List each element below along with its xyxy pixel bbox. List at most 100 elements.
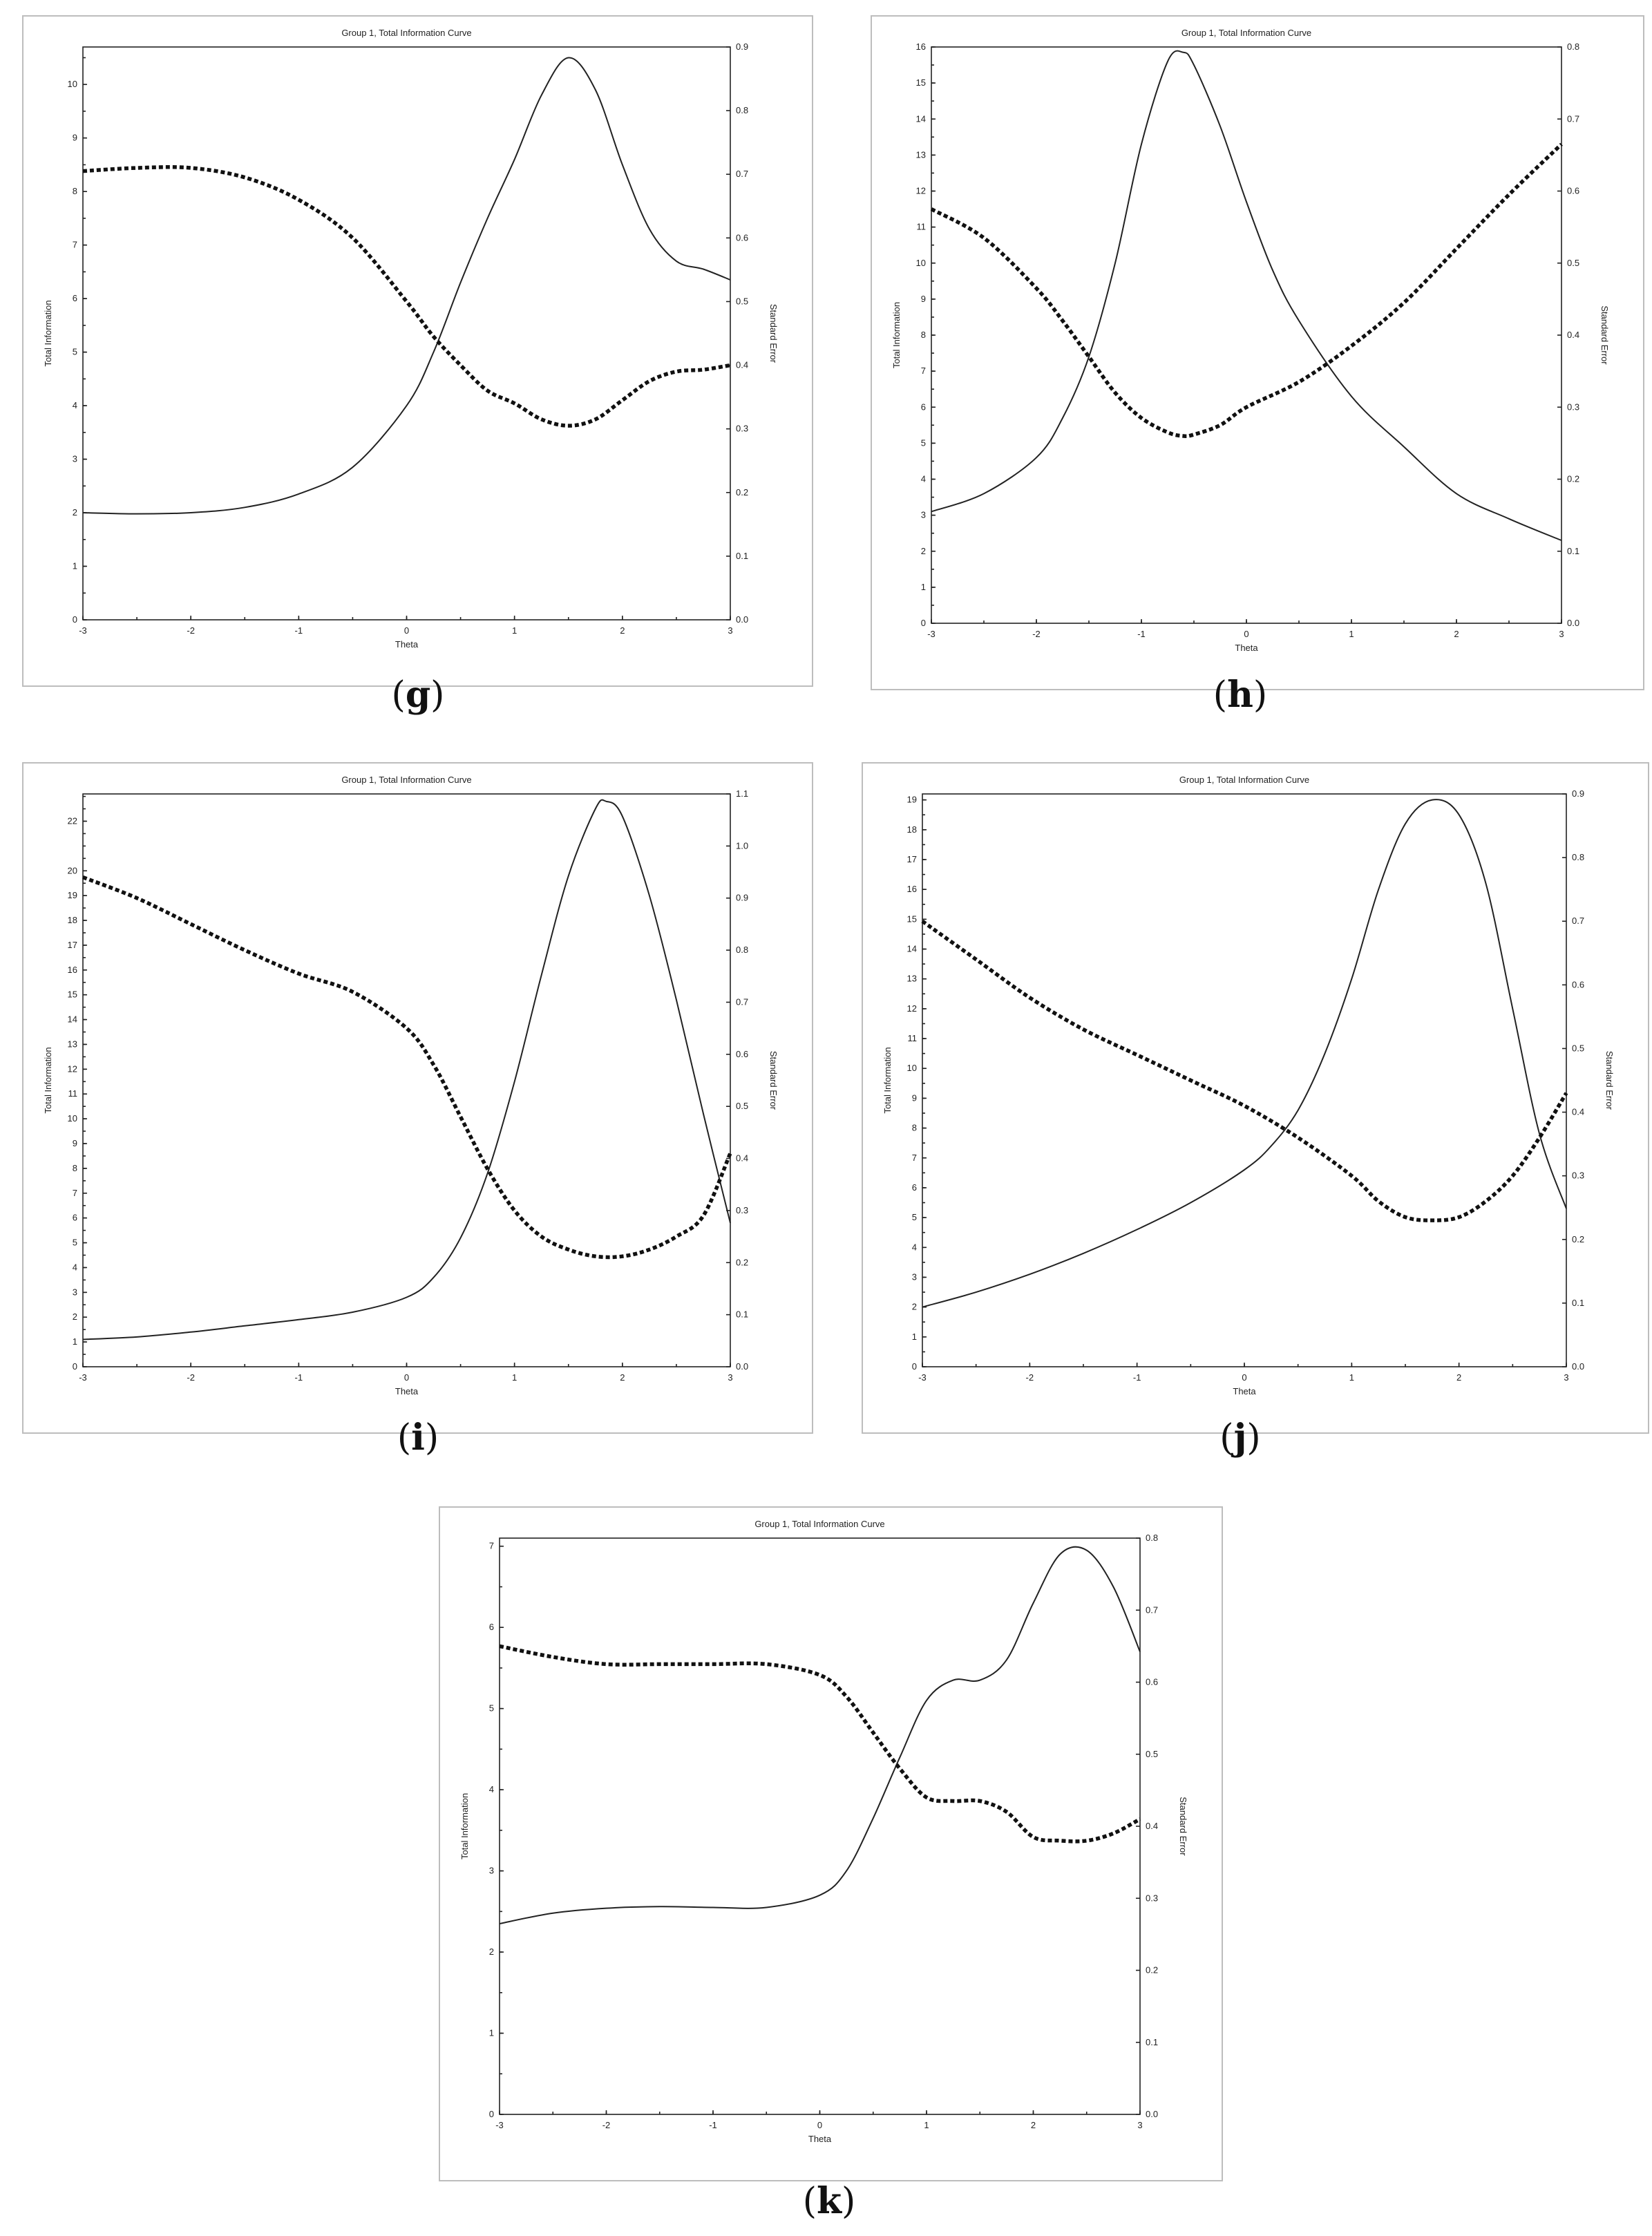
x-tick-label-h: 3 xyxy=(1559,629,1564,639)
plot-area-i xyxy=(82,793,731,1367)
x-tick-label-g: 2 xyxy=(620,625,625,636)
y2-tick-label-i: 0.6 xyxy=(736,1049,748,1059)
y-tick-label-h: 15 xyxy=(916,77,926,88)
x-tick-label-h: -2 xyxy=(1032,629,1041,639)
y-tick-label-j: 15 xyxy=(907,913,917,924)
x-tick-label-k: -3 xyxy=(495,2120,504,2130)
x-axis-label-j: Theta xyxy=(1233,1386,1256,1396)
y-tick-label-j: 19 xyxy=(907,795,917,805)
y-axis-label-j: Total Information xyxy=(882,1047,893,1113)
y2-tick-label-i: 1.0 xyxy=(736,840,748,851)
y-tick-label-k: 0 xyxy=(489,2109,494,2119)
y2-tick-label-i: 0.5 xyxy=(736,1101,748,1111)
x-tick-label-k: 1 xyxy=(924,2120,929,2130)
y2-tick-label-j: 0.9 xyxy=(1572,788,1584,799)
y-tick-label-j: 1 xyxy=(912,1332,917,1342)
panel-label-j: (j) xyxy=(1219,1417,1261,1459)
x-tick-label-k: 3 xyxy=(1137,2120,1142,2130)
y2-tick-label-j: 0.0 xyxy=(1572,1361,1584,1372)
y-tick-label-h: 6 xyxy=(921,401,926,412)
x-tick-label-j: -3 xyxy=(918,1372,927,1383)
standard-error-curve-i xyxy=(82,875,732,1260)
y2-axis-label-h: Standard Error xyxy=(1599,305,1610,365)
y-tick-label-i: 22 xyxy=(68,815,77,826)
chart-title-h: Group 1, Total Information Curve xyxy=(1181,28,1311,38)
y-tick-label-i: 11 xyxy=(68,1088,78,1099)
chart-title-i: Group 1, Total Information Curve xyxy=(341,775,471,785)
y2-tick-label-i: 0.7 xyxy=(736,996,748,1007)
x-tick-label-g: 3 xyxy=(728,625,732,636)
y2-tick-label-k: 0.0 xyxy=(1146,2109,1158,2119)
y2-tick-label-i: 0.3 xyxy=(736,1205,748,1215)
x-tick-label-k: -2 xyxy=(602,2120,611,2130)
y-tick-label-k: 4 xyxy=(489,1784,494,1794)
y-tick-label-i: 10 xyxy=(68,1113,77,1124)
y2-tick-label-k: 0.8 xyxy=(1146,1533,1158,1543)
y-tick-label-h: 14 xyxy=(916,113,926,124)
y-tick-label-h: 11 xyxy=(917,222,927,232)
y2-tick-label-k: 0.1 xyxy=(1146,2037,1158,2047)
y-tick-label-k: 3 xyxy=(489,1866,494,1876)
y-tick-label-h: 1 xyxy=(921,582,926,592)
y-tick-label-g: 7 xyxy=(73,240,77,250)
y2-tick-label-i: 0.9 xyxy=(736,893,748,903)
panel-label-g: (g) xyxy=(391,674,445,716)
y-tick-label-h: 2 xyxy=(921,546,926,556)
x-tick-label-g: -3 xyxy=(79,625,87,636)
x-tick-label-j: 1 xyxy=(1349,1372,1354,1383)
y2-axis-label-k: Standard Error xyxy=(1178,1797,1188,1856)
x-tick-label-i: -2 xyxy=(187,1372,195,1383)
y-tick-label-k: 6 xyxy=(489,1622,494,1632)
x-tick-label-i: 3 xyxy=(728,1372,732,1383)
y2-tick-label-k: 0.2 xyxy=(1146,1965,1158,1976)
y-tick-label-j: 4 xyxy=(912,1242,917,1252)
y2-tick-label-j: 0.6 xyxy=(1572,979,1584,989)
x-tick-label-j: 2 xyxy=(1456,1372,1461,1383)
x-tick-label-g: 0 xyxy=(404,625,409,636)
y-tick-label-h: 12 xyxy=(916,186,926,196)
chart-title-j: Group 1, Total Information Curve xyxy=(1179,775,1309,785)
y-tick-label-j: 16 xyxy=(907,884,917,894)
y-tick-label-j: 9 xyxy=(912,1092,917,1103)
y-tick-label-i: 16 xyxy=(68,965,77,975)
y-tick-label-i: 9 xyxy=(73,1138,77,1148)
y-tick-label-i: 19 xyxy=(68,890,77,900)
panel-h: Group 1, Total Information Curve -3 -2 -1 0 1… xyxy=(871,15,1644,690)
x-tick-label-j: 0 xyxy=(1242,1372,1246,1383)
y-tick-label-i: 13 xyxy=(68,1039,77,1049)
y2-axis-label-j: Standard Error xyxy=(1604,1051,1615,1110)
y-tick-label-j: 13 xyxy=(907,974,917,984)
x-axis-label-i: Theta xyxy=(395,1386,419,1396)
y-tick-label-g: 9 xyxy=(73,133,77,143)
panel-g: Group 1, Total Information Curve -3 -2 -1 0 1… xyxy=(22,15,813,687)
x-tick-label-h: -3 xyxy=(927,629,936,639)
y-tick-label-i: 0 xyxy=(73,1361,77,1372)
x-axis-label-k: Theta xyxy=(808,2134,832,2144)
y-tick-label-j: 11 xyxy=(908,1033,918,1043)
plot-area-j xyxy=(922,793,1567,1367)
y2-tick-label-g: 0.9 xyxy=(736,41,748,52)
y-tick-label-h: 7 xyxy=(921,366,926,376)
chart-frame-k xyxy=(439,1506,1223,2181)
y-axis-label-i: Total Information xyxy=(43,1047,53,1113)
y-tick-label-k: 1 xyxy=(489,2028,494,2038)
y-tick-label-i: 8 xyxy=(73,1163,77,1173)
y-tick-label-h: 13 xyxy=(916,149,926,160)
x-tick-label-i: 1 xyxy=(512,1372,517,1383)
y-tick-label-i: 18 xyxy=(68,915,77,925)
y2-tick-label-j: 0.7 xyxy=(1572,916,1584,926)
y-tick-label-h: 3 xyxy=(921,510,926,520)
y2-tick-label-g: 0.7 xyxy=(736,169,748,179)
x-tick-label-h: 0 xyxy=(1244,629,1249,639)
y-tick-label-i: 14 xyxy=(68,1014,77,1025)
x-tick-label-k: 0 xyxy=(817,2120,822,2130)
y2-tick-label-g: 0.1 xyxy=(736,551,748,561)
y-tick-label-g: 3 xyxy=(73,454,77,464)
y-tick-label-g: 8 xyxy=(73,186,77,196)
x-tick-label-j: -2 xyxy=(1026,1372,1034,1383)
y2-tick-label-j: 0.3 xyxy=(1572,1171,1584,1181)
x-tick-label-i: 2 xyxy=(620,1372,625,1383)
y-tick-label-h: 5 xyxy=(921,437,926,448)
y-tick-label-i: 3 xyxy=(73,1287,77,1297)
y2-tick-label-g: 0.0 xyxy=(736,614,748,625)
